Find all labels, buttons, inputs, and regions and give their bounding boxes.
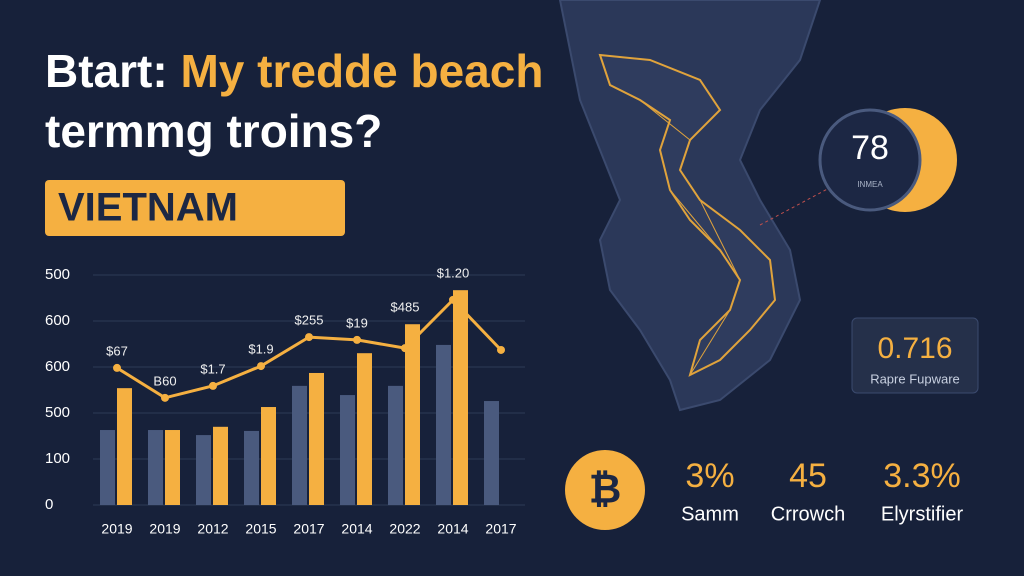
x-tick-label: 2012 (197, 521, 228, 537)
y-tick-label: 600 (45, 312, 70, 329)
annotation: $19 (346, 315, 368, 330)
bar (292, 385, 307, 505)
x-tick-label: 2017 (485, 521, 516, 537)
x-tick-label: 2015 (245, 521, 276, 537)
connector (759, 184, 836, 226)
stats: 3% Samm 45 Crrowch 3.3% Elyrstifier (681, 457, 963, 525)
stat-label: Crrowch (771, 503, 845, 525)
annotation: $1.7 (200, 361, 225, 376)
map (558, 0, 822, 412)
annotation: $485 (391, 300, 420, 315)
annotation: B60 (153, 373, 176, 388)
badge-text: VIETNAM (58, 186, 238, 230)
annotation: $1.9 (248, 342, 273, 357)
stat-value: 3.3% (883, 457, 961, 495)
icon-circle (565, 450, 645, 530)
line-point (497, 345, 505, 354)
x-tick-label: 2022 (389, 521, 420, 537)
line-point (401, 344, 409, 353)
vietnam-outline (598, 53, 777, 377)
y-tick-label: 0 (45, 496, 53, 513)
circle-value: 78 (851, 129, 889, 167)
stat-label: Elyrstifier (881, 503, 964, 525)
bar (244, 430, 259, 505)
y-tick-label: 500 (45, 266, 70, 283)
bar (165, 430, 180, 505)
map-borders (639, 99, 741, 376)
circle-caption: INMEA (857, 180, 883, 189)
x-tick-label: 2014 (341, 521, 372, 537)
line-point (209, 381, 217, 390)
x-tick-label: 2019 (149, 521, 180, 537)
y-tick-label: 500 (45, 404, 70, 421)
title: Btart: My tredde beach (45, 45, 543, 97)
bar (405, 324, 420, 505)
title-lead: Btart: (45, 45, 168, 97)
line-point (161, 393, 169, 402)
bar (213, 426, 228, 505)
x-tick-label: 2014 (437, 521, 468, 537)
bar (196, 435, 211, 505)
chart: 0 100 500 600 600 500 2019 2019 2012 2015 2017 2014… (45, 266, 525, 537)
bar (340, 395, 355, 505)
bar (436, 344, 451, 505)
bar (453, 290, 468, 505)
title-line2: termmg troins? (45, 105, 382, 157)
title-rest: My tredde beach (180, 45, 543, 97)
stat-value: 45 (789, 457, 827, 495)
y-tick-label: 100 (45, 450, 70, 467)
annotation: $255 (295, 313, 324, 328)
line-point (113, 363, 121, 372)
bar (117, 388, 132, 505)
bar (100, 430, 115, 505)
x-tick-label: 2019 (101, 521, 132, 537)
side-badge-value: 0.716 (877, 332, 952, 365)
y-tick-label: 600 (45, 358, 70, 375)
side-badge (851, 317, 979, 394)
stat-label: Samm (681, 503, 739, 525)
bar (261, 407, 276, 505)
line-point (353, 335, 361, 344)
line-point (305, 333, 313, 342)
side-badge-caption: Rapre Fupware (870, 371, 960, 386)
bar (484, 401, 499, 505)
stat-value: 3% (685, 457, 734, 495)
circle (818, 108, 922, 212)
annotation: $1.20 (437, 266, 470, 281)
bar (148, 430, 163, 505)
icon: ₿ (589, 468, 622, 512)
bar (309, 372, 324, 505)
line-point (257, 362, 265, 371)
x-tick-label: 2017 (293, 521, 324, 537)
badge (45, 180, 345, 236)
line-point (449, 295, 457, 304)
annotation: $67 (106, 343, 128, 358)
bar (357, 353, 372, 505)
bar (388, 385, 403, 505)
